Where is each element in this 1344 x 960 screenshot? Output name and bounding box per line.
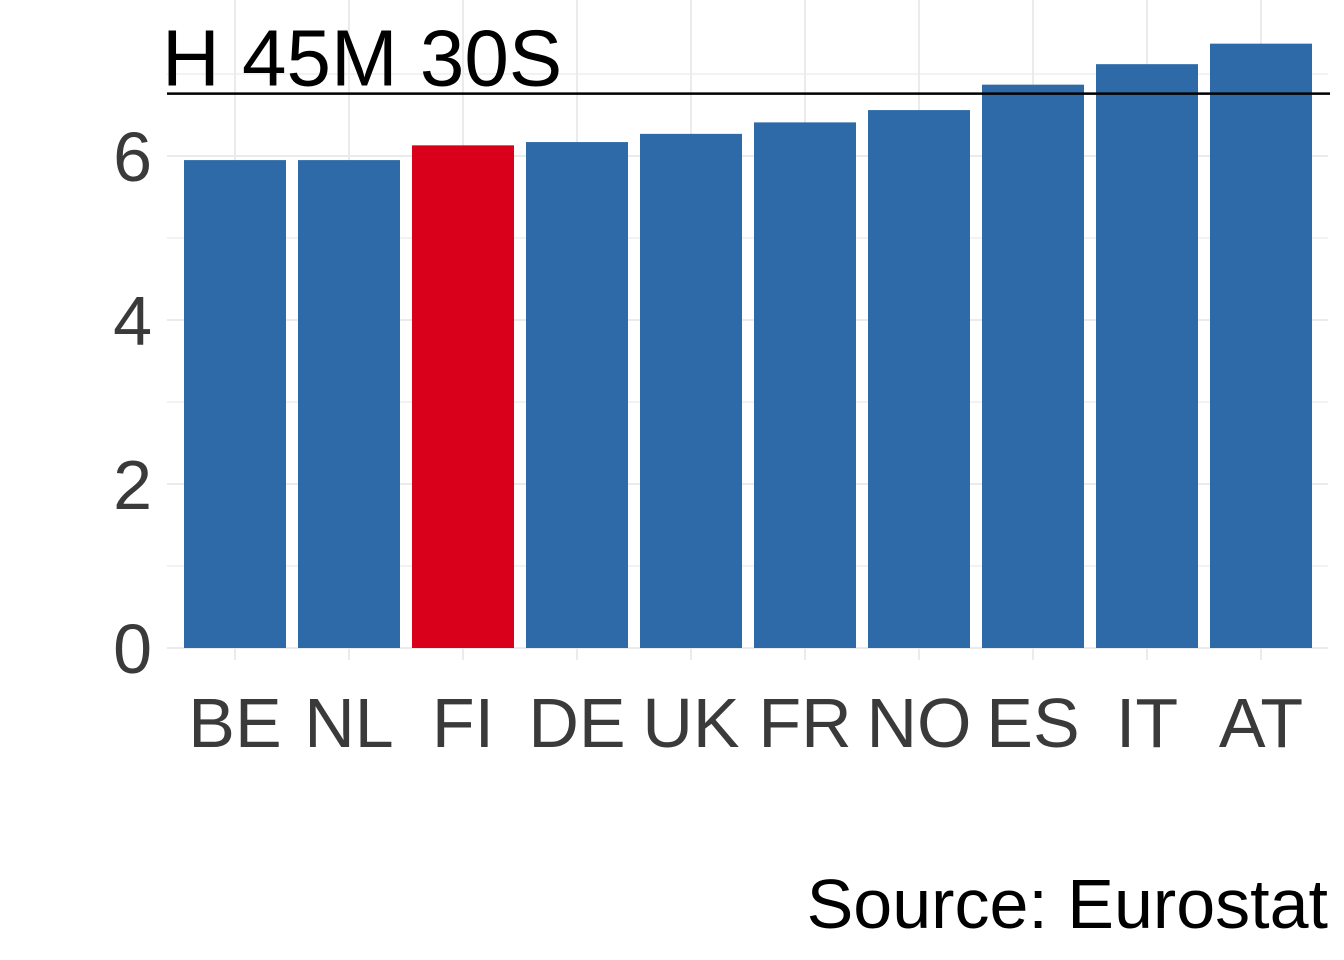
reference-line-label: H 45M 30S <box>162 14 562 103</box>
y-tick-label: 0 <box>113 610 152 688</box>
bar-nl <box>298 160 400 648</box>
bar-no <box>868 110 970 648</box>
y-tick-label: 6 <box>113 118 152 196</box>
x-tick-label: AT <box>1219 684 1303 762</box>
x-tick-label: IT <box>1116 684 1178 762</box>
source-caption: Source: Eurostat <box>807 865 1328 943</box>
bar-es <box>982 84 1084 648</box>
x-tick-label: NL <box>304 684 393 762</box>
y-axis-ticks: 0 2 4 6 <box>113 118 152 688</box>
x-axis-ticks: BE NL FI DE UK FR NO ES IT AT <box>188 684 1303 762</box>
bar-it <box>1096 64 1198 648</box>
x-tick-label: UK <box>642 684 739 762</box>
x-tick-label: FI <box>432 684 494 762</box>
reference-line-group: H 45M 30S <box>162 14 1330 103</box>
x-tick-label: BE <box>188 684 281 762</box>
bars <box>184 43 1312 649</box>
bar-be <box>184 160 286 648</box>
bar-de <box>526 142 628 648</box>
bar-fi <box>412 145 514 648</box>
y-tick-label: 4 <box>113 282 152 360</box>
x-tick-label: FR <box>758 684 851 762</box>
x-tick-label: NO <box>867 684 972 762</box>
x-tick-label: ES <box>986 684 1079 762</box>
x-tick-label: DE <box>528 684 625 762</box>
bar-uk <box>640 133 742 649</box>
bar-fr <box>754 122 856 648</box>
bar-at <box>1210 43 1312 649</box>
y-tick-label: 2 <box>113 446 152 524</box>
